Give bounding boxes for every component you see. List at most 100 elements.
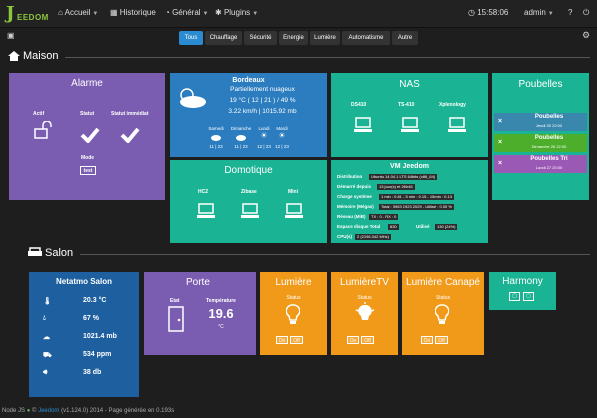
day-range: 11 | 23 <box>209 144 223 149</box>
chevron-down-icon: ▼ <box>547 11 554 17</box>
vm-value: 2 (2196.342 MHz) <box>355 234 392 240</box>
computer-icon <box>285 203 303 218</box>
status-dot-icon: ● <box>26 408 31 414</box>
computer-icon <box>354 117 372 132</box>
vm-label: Distribution <box>337 174 363 179</box>
poubelle-item[interactable]: × Poubelles Jeudi 30 22:00 <box>494 113 587 131</box>
check-icon <box>120 127 140 143</box>
nav-plugins[interactable]: ✱ Plugins ▼ <box>215 8 259 17</box>
weather-city: Bordeaux <box>232 77 265 84</box>
clock: ◷ 15:58:06 <box>468 8 509 17</box>
filter-chauffage[interactable]: Chauffage <box>205 31 242 45</box>
tile-title: Alarme <box>71 78 103 89</box>
chart-icon: ▦ <box>110 8 118 17</box>
vm-label: Charge système <box>337 194 372 199</box>
thermometer-icon: 🌡︎ <box>43 298 52 305</box>
netatmo-humidity: 💧︎ 67 % <box>43 315 99 322</box>
footer-copyright: © <box>31 408 37 414</box>
poubelle-item[interactable]: × Poubelles Tri Lundi 27 20:00 <box>494 155 587 173</box>
close-icon[interactable]: × <box>498 160 503 167</box>
label-status: Status <box>357 295 372 301</box>
puzzle-icon: ✱ <box>215 8 222 17</box>
tile-poubelles: Poubelles × Poubelles Jeudi 30 22:00 × P… <box>492 73 589 200</box>
netatmo-co2: ⛟ 534 ppm <box>43 351 112 359</box>
picture-icon[interactable]: ▣ <box>7 31 15 40</box>
vm-value: TX : 0 - RX : 0 <box>369 214 399 220</box>
day-range: 11 | 23 <box>234 144 248 149</box>
settings-icon[interactable]: ⚙ <box>582 30 591 40</box>
filter-bar: ▣ Tous Chauffage Sécurité Energie Lumièr… <box>0 28 597 48</box>
label-mode: Mode <box>81 155 95 161</box>
cloud-icon <box>211 135 221 141</box>
poubelle-item[interactable]: × Poubelles Dimanche 26 22:00 <box>494 134 587 152</box>
tile-title: VM Jeedom <box>390 163 429 170</box>
light-on-button[interactable]: On <box>347 336 359 344</box>
light-off-button[interactable]: Off <box>435 336 448 344</box>
section-title-maison: Maison <box>23 50 59 62</box>
help-icon[interactable]: ? <box>568 8 573 17</box>
check-icon <box>80 127 100 143</box>
volume-icon: 🔊︎ <box>43 369 48 376</box>
light-on-button[interactable]: On <box>276 336 288 344</box>
tile-harmony: Harmony ▢ ▢ <box>489 272 556 310</box>
tile-vm-jeedom: VM Jeedom Distribution Ubuntu 14.04.1 LT… <box>331 160 488 243</box>
close-icon[interactable]: × <box>498 118 503 125</box>
temperature-unit: °C <box>218 324 224 330</box>
tile-domotique: Domotique HC2 Zibase Mini <box>170 160 327 243</box>
sun-icon: ☀ <box>260 131 268 140</box>
harmony-activity-button[interactable]: ▢ <box>509 292 520 301</box>
day-label: Lundi <box>258 126 270 131</box>
device-label: HC2 <box>198 189 209 195</box>
user-menu[interactable]: admin ▼ <box>524 8 554 17</box>
nav-accueil[interactable]: ⌂ Accueil ▼ <box>58 8 99 17</box>
mode-button[interactable]: test <box>80 166 96 175</box>
filter-energie[interactable]: Energie <box>279 31 308 45</box>
label-status: Status <box>286 295 301 301</box>
clock-icon: ◷ <box>468 8 475 17</box>
vm-value: Total : 3963 1923 2029 - Utilisé : 0.00 … <box>379 204 454 210</box>
filter-lumiere[interactable]: Lumière <box>310 31 340 45</box>
light-off-button[interactable]: Off <box>361 336 374 344</box>
navbar: J EEDOM ⌂ Accueil ▼ ▦ Historique ◔ Généra… <box>0 0 597 28</box>
weather-wind: 3.22 km/h | 1015.92 mb <box>228 108 297 115</box>
computer-icon <box>401 117 419 132</box>
tile-lumiere: Lumière Status <box>260 272 327 355</box>
vm-label: Mémoire (Mégas) <box>337 204 374 209</box>
cloud-sun-icon <box>180 88 206 108</box>
netatmo-noise: 🔊︎ 38 db <box>43 369 102 376</box>
close-icon[interactable]: × <box>498 139 503 146</box>
tile-nas: NAS DS410 TS-410 Xplenology <box>331 73 488 157</box>
power-icon[interactable]: ⏻ <box>583 8 590 17</box>
logo-mark: J <box>6 3 15 24</box>
footer-brand-link[interactable]: Jeedom <box>38 408 60 414</box>
gauge-icon: ◔ <box>165 8 170 17</box>
tile-alarme: Alarme Actif Statut Statut immédiat Mode… <box>9 73 165 200</box>
tile-title: Poubelles <box>518 79 563 90</box>
chevron-down-icon: ▼ <box>202 11 209 17</box>
nav-general[interactable]: ◔ Général ▼ <box>165 8 209 17</box>
day-range: 12 | 23 <box>275 144 289 149</box>
section-divider <box>80 254 590 255</box>
chevron-down-icon: ▼ <box>252 11 259 17</box>
vm-value: Ubuntu 14.04.1 LTS 64bits (x86_64) <box>369 174 438 180</box>
netatmo-temp: 🌡︎ 20.3 °C <box>43 297 107 305</box>
door-icon <box>168 306 184 332</box>
unlock-icon[interactable] <box>34 121 52 139</box>
vm-value: 1 min : 0.81 - 5 min : 0.15 - 15min : 0.… <box>379 194 454 200</box>
day-label: Dimanche <box>230 126 252 131</box>
harmony-activity-button[interactable]: ▢ <box>523 292 534 301</box>
light-off-button[interactable]: Off <box>290 336 303 344</box>
vm-label: CPU(s) <box>337 234 353 239</box>
filter-automatisme[interactable]: Automatisme <box>342 31 390 45</box>
tile-title: Porte <box>186 277 210 288</box>
filter-autre[interactable]: Autre <box>392 31 418 45</box>
device-label: Zibase <box>241 189 257 195</box>
nav-historique[interactable]: ▦ Historique <box>110 8 156 17</box>
filter-tous[interactable]: Tous <box>179 31 203 45</box>
filter-securite[interactable]: Sécurité <box>244 31 277 45</box>
light-on-button[interactable]: On <box>421 336 433 344</box>
sun-icon: ☀ <box>278 131 286 140</box>
label-etat: Etat <box>170 298 180 304</box>
jeedom-logo[interactable]: J EEDOM <box>6 3 48 24</box>
tile-title: Harmony <box>502 276 543 287</box>
